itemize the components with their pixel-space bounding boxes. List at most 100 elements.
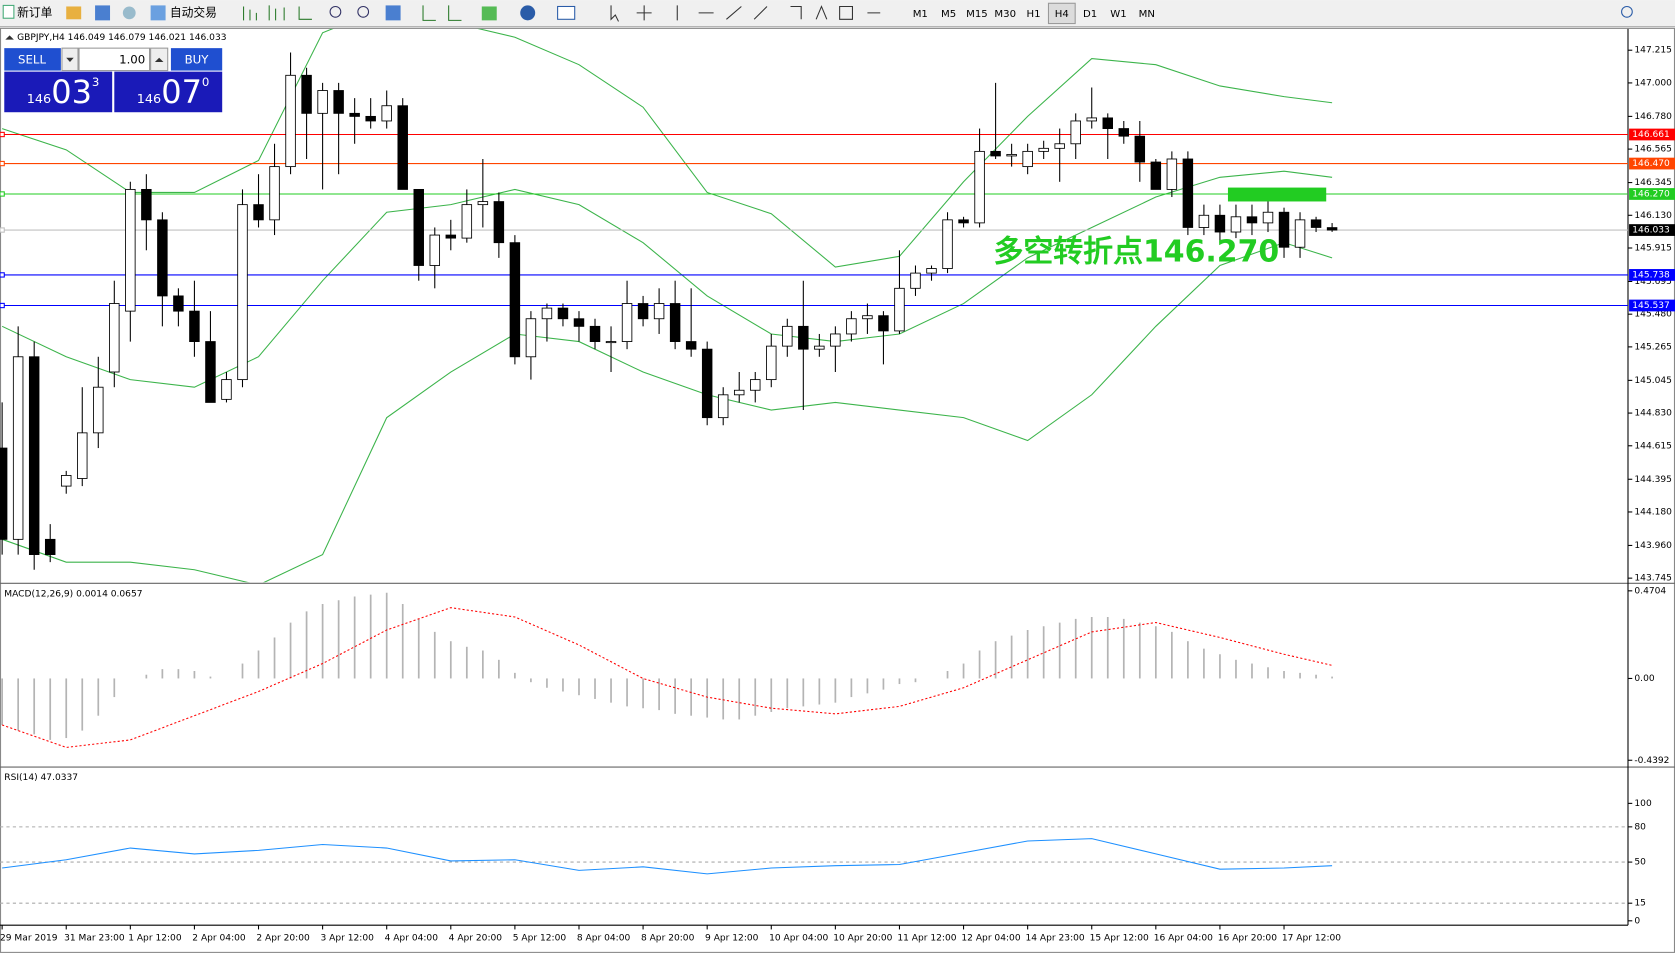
y-tick-label: 0.00 bbox=[1634, 674, 1654, 684]
timeframe-button[interactable]: H1 bbox=[1026, 9, 1040, 20]
icon[interactable] bbox=[122, 6, 136, 20]
sell-price-big: 03 bbox=[51, 73, 92, 111]
y-tick-label: 147.000 bbox=[1634, 78, 1672, 88]
templates[interactable] bbox=[557, 5, 576, 20]
buy-label: BUY bbox=[185, 52, 210, 66]
buy-price-box[interactable] bbox=[114, 71, 223, 113]
y-tick-label: 144.615 bbox=[1634, 441, 1672, 451]
x-tick-label: 17 Apr 12:00 bbox=[1282, 933, 1341, 943]
timeframe-button[interactable]: M5 bbox=[941, 9, 956, 20]
buy-button[interactable] bbox=[170, 48, 223, 71]
collapse-icon[interactable] bbox=[5, 35, 14, 40]
candle-body bbox=[301, 74, 312, 114]
y-tick-label: 15 bbox=[1634, 899, 1646, 909]
icon bbox=[150, 5, 166, 21]
candle-body bbox=[637, 303, 649, 320]
y-tick-label: 145.480 bbox=[1634, 310, 1672, 320]
lot-input[interactable] bbox=[78, 47, 151, 72]
x-tick-label: 8 Apr 20:00 bbox=[641, 933, 695, 943]
x-tick-label: 1 Apr 12:00 bbox=[128, 933, 182, 943]
candle-body bbox=[990, 150, 1001, 157]
timeframe-button[interactable]: M1 bbox=[913, 9, 928, 20]
candle-body bbox=[349, 112, 360, 117]
y-tick-label: 146.345 bbox=[1634, 178, 1672, 188]
zone-box bbox=[1227, 187, 1327, 202]
candle-body bbox=[1118, 128, 1130, 137]
candle-body bbox=[1086, 117, 1097, 122]
candle-body bbox=[846, 318, 857, 335]
rsi-pane bbox=[0, 826, 1628, 904]
periods[interactable] bbox=[520, 5, 536, 21]
x-tick-label: 15 Apr 12:00 bbox=[1090, 933, 1149, 943]
candle-body bbox=[798, 325, 809, 350]
icon[interactable] bbox=[66, 6, 82, 20]
level-label: 145.537 bbox=[1632, 301, 1670, 311]
candle-body bbox=[477, 201, 489, 206]
candle-body bbox=[173, 295, 184, 312]
candle-body bbox=[589, 325, 601, 342]
new-order-button[interactable]: 新订单 bbox=[2, 4, 53, 19]
icon[interactable] bbox=[95, 5, 111, 21]
icon bbox=[2, 4, 15, 19]
candle-body bbox=[157, 219, 168, 297]
y-tick-label: 147.215 bbox=[1634, 46, 1672, 56]
y-tick-label: 144.395 bbox=[1634, 475, 1672, 485]
candle-body bbox=[525, 318, 537, 358]
level-label: 146.270 bbox=[1632, 189, 1670, 199]
y-tick-label: 80 bbox=[1634, 822, 1646, 832]
y-tick-label: 0 bbox=[1634, 916, 1640, 926]
timeframe-button[interactable]: W1 bbox=[1110, 9, 1126, 20]
candle-body bbox=[365, 115, 376, 122]
candle-body bbox=[541, 307, 553, 320]
candle-body bbox=[1278, 211, 1290, 248]
candle-body bbox=[205, 341, 216, 403]
zoom-in[interactable] bbox=[329, 5, 342, 18]
candle-body bbox=[653, 303, 665, 320]
toolbar-icons bbox=[243, 5, 1633, 22]
timeframe-button[interactable]: MN bbox=[1139, 9, 1155, 20]
level-label: 146.661 bbox=[1632, 130, 1670, 140]
candle-body bbox=[381, 105, 392, 122]
candle-body bbox=[862, 315, 873, 320]
y-tick-label: 0.4704 bbox=[1634, 586, 1666, 596]
search[interactable] bbox=[1621, 5, 1633, 18]
candle-body bbox=[1038, 147, 1049, 152]
candle-body bbox=[733, 389, 745, 396]
candle-body bbox=[141, 188, 152, 221]
x-tick-label: 9 Apr 12:00 bbox=[705, 933, 759, 943]
x-tick-label: 16 Apr 04:00 bbox=[1154, 933, 1213, 943]
x-tick-label: 12 Apr 04:00 bbox=[961, 933, 1020, 943]
candle-body bbox=[573, 318, 585, 327]
x-tick-label: 3 Apr 12:00 bbox=[320, 933, 374, 943]
auto-trading-button[interactable]: 自动交易 bbox=[150, 5, 217, 21]
timeframes: M1 M5 M15 M30 H1 H4 D1 W1 MN bbox=[913, 2, 1155, 25]
drawing-tools[interactable] bbox=[610, 5, 881, 22]
sell-price-box[interactable] bbox=[4, 71, 113, 113]
candle-body bbox=[77, 432, 88, 479]
timeframe-button[interactable]: M30 bbox=[994, 9, 1016, 20]
tile[interactable] bbox=[385, 5, 401, 21]
candle-body bbox=[605, 341, 617, 344]
level-label: 146.033 bbox=[1632, 226, 1670, 236]
y-tick-label: 145.265 bbox=[1634, 342, 1672, 352]
scroll-icons[interactable] bbox=[422, 5, 462, 21]
candle-body bbox=[685, 341, 697, 350]
y-tick-label: 100 bbox=[1634, 799, 1652, 809]
timeframe-button[interactable]: M15 bbox=[966, 9, 988, 20]
level-label-bg bbox=[1629, 269, 1675, 281]
indicators[interactable] bbox=[481, 6, 497, 21]
candle-body bbox=[1054, 143, 1065, 149]
sell-price-small: 3 bbox=[92, 75, 99, 89]
timeframe-button[interactable]: H4 bbox=[1055, 9, 1069, 20]
y-tick-label: 144.180 bbox=[1634, 507, 1672, 517]
candle-body bbox=[1310, 219, 1322, 228]
chart-type-icons[interactable] bbox=[243, 5, 312, 21]
label: 自动交易 bbox=[170, 5, 217, 19]
zoom-out[interactable] bbox=[357, 5, 370, 18]
bollinger-band bbox=[1, 170, 1333, 388]
candle-body bbox=[1214, 214, 1226, 233]
sell-button[interactable] bbox=[4, 48, 61, 71]
timeframe-button[interactable]: D1 bbox=[1083, 9, 1097, 20]
buy-price-small: 0 bbox=[202, 75, 209, 89]
